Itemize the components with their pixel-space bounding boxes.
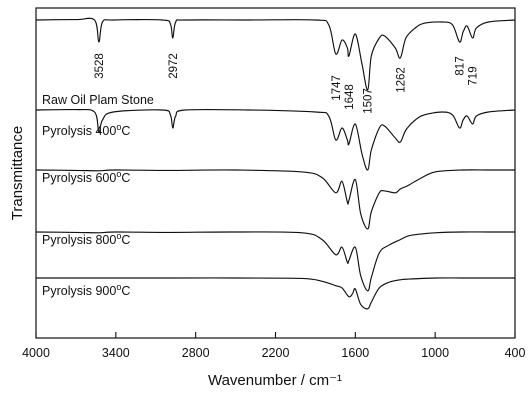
series-label-4: Pyrolysis 900oC	[42, 282, 130, 298]
peak-label-1648: 1648	[344, 84, 356, 110]
series-labels: Raw Oil Plam Stone Pyrolysis 400oC Pyrolys…	[42, 93, 154, 298]
x-tick-label-1600: 1600	[341, 346, 369, 360]
series-label-0: Raw Oil Plam Stone	[42, 93, 154, 107]
spectrum-line-2	[35, 169, 515, 230]
y-axis-title: Transmittance	[9, 126, 26, 220]
peak-label-719: 719	[468, 66, 480, 85]
spectrum-line-4	[36, 277, 515, 310]
spectrum-line-3	[35, 231, 515, 292]
spectrum-line-0	[35, 17, 516, 91]
x-tick-label-3400: 3400	[102, 346, 130, 360]
x-tick-label-400: 400	[505, 346, 526, 360]
peak-label-2972: 2972	[168, 53, 180, 79]
series-label-2: Pyrolysis 600oC	[42, 169, 130, 185]
x-axis-title: Wavenumber / cm⁻¹	[208, 372, 342, 389]
x-tick-label-1000: 1000	[421, 346, 449, 360]
series-label-3: Pyrolysis 800oC	[42, 231, 130, 247]
series-label-1: Pyrolysis 400oC	[42, 122, 130, 138]
spectrum-line-1	[35, 108, 516, 171]
x-axis: 4000 3400 2800 2200 1600 1000 400	[22, 332, 525, 360]
peak-label-3528: 3528	[94, 53, 106, 79]
spectra-curves	[35, 17, 516, 310]
peak-label-1747: 1747	[331, 75, 343, 101]
x-tick-label-2800: 2800	[182, 346, 210, 360]
x-tick-label-4000: 4000	[22, 346, 50, 360]
peak-label-1262: 1262	[395, 67, 407, 93]
peak-label-817: 817	[455, 56, 467, 75]
x-tick-label-2200: 2200	[262, 346, 290, 360]
peak-label-1507: 1507	[363, 88, 375, 114]
